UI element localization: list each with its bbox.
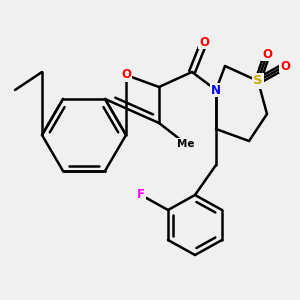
- Text: O: O: [199, 35, 209, 49]
- Text: N: N: [211, 83, 221, 97]
- Text: O: O: [280, 59, 290, 73]
- Text: O: O: [262, 47, 272, 61]
- Text: F: F: [137, 188, 145, 202]
- Text: O: O: [121, 68, 131, 82]
- Text: S: S: [253, 74, 263, 88]
- Text: Me: Me: [177, 139, 195, 149]
